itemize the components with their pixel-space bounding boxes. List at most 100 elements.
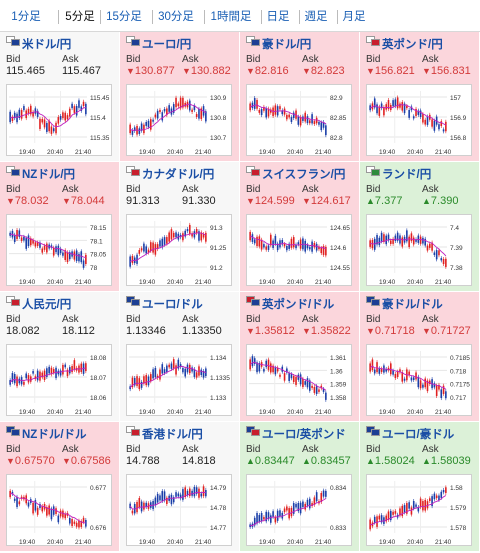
price-chart[interactable]: 157 156.9 156.8 19:40 20:40 21:40 <box>366 84 472 156</box>
candle <box>182 489 184 500</box>
tab-separator <box>100 10 101 24</box>
pair-name[interactable]: カナダドル/円 <box>142 169 215 181</box>
currency-pair-link[interactable]: ユーロ/ドル <box>126 296 238 312</box>
candle <box>265 511 268 522</box>
candle <box>195 372 198 378</box>
tab-1[interactable]: 5分足 <box>65 11 95 23</box>
currency-card[interactable]: ランド/円 Bid Ask ▲7.377 ▲7.390 7.4 7.39 7.38 19:40 2… <box>360 162 480 292</box>
currency-card[interactable]: スイスフラン/円 Bid Ask ▼124.599 ▼124.617 124.65 124.… <box>240 162 360 292</box>
price-chart[interactable]: 115.45 115.4 115.35 19:40 20:40 21:40 <box>6 84 112 156</box>
price-chart[interactable]: 91.3 91.25 91.2 19:40 20:40 21:40 <box>126 214 232 286</box>
currency-pair-link[interactable]: 英ポンド/ドル <box>246 296 358 312</box>
currency-card[interactable]: 米ドル/円 Bid Ask 115.465 115.467 115.45 115.4 115.… <box>0 32 120 162</box>
tab-6[interactable]: 週足 <box>304 11 328 23</box>
candle <box>186 490 189 496</box>
price-chart[interactable]: 124.65 124.6 124.55 19:40 20:40 21:40 <box>246 214 352 286</box>
price-chart-svg: 18.08 18.07 18.06 19:40 20:40 21:40 <box>9 351 107 416</box>
pair-name[interactable]: ユーロ/豪ドル <box>382 429 455 441</box>
bid-value: ▼156.821 <box>366 65 415 77</box>
currency-card[interactable]: NZドル/円 Bid Ask ▼78.032 ▼78.044 78.15 78.1 78.05… <box>0 162 120 292</box>
currency-card[interactable]: 豪ドル/円 Bid Ask ▼82.816 ▼82.823 82.9 82.85 82.8 19… <box>240 32 360 162</box>
pair-name[interactable]: ランド/円 <box>382 169 432 181</box>
ask-label: Ask <box>182 184 199 195</box>
price-chart[interactable]: 7.4 7.39 7.38 19:40 20:40 21:40 <box>366 214 472 286</box>
currency-pair-link[interactable]: 豪ドル/ドル <box>366 296 478 312</box>
pair-name[interactable]: ユーロ/円 <box>142 39 192 51</box>
pair-name[interactable]: 英ポンド/ドル <box>262 299 335 311</box>
flag-icon <box>126 36 140 46</box>
candle <box>186 364 189 373</box>
currency-pair-link[interactable]: カナダドル/円 <box>126 166 238 182</box>
price-chart[interactable]: 1.361 1.36 1.359 1.358 19:40 20:40 21:40 <box>246 344 352 416</box>
ask-price: 156.831 <box>430 65 471 77</box>
currency-pair-link[interactable]: ユーロ/英ポンド <box>246 426 358 442</box>
candle <box>306 499 309 506</box>
pair-name[interactable]: 人民元/円 <box>22 299 72 311</box>
y-tick-label: 14.77 <box>210 525 227 532</box>
currency-pair-link[interactable]: 豪ドル/円 <box>246 36 358 52</box>
tab-7[interactable]: 月足 <box>342 11 366 23</box>
currency-pair-link[interactable]: スイスフラン/円 <box>246 166 358 182</box>
x-tick-label: 19:40 <box>379 409 396 416</box>
currency-card[interactable]: 豪ドル/ドル Bid Ask ▼0.71718 ▼0.71727 0.7185 0.718 0… <box>360 292 480 422</box>
pair-name[interactable]: 豪ドル/ドル <box>382 299 443 311</box>
tab-0[interactable]: 1分足 <box>11 11 41 23</box>
currency-pair-link[interactable]: NZドル/ドル <box>6 426 118 442</box>
pair-name[interactable]: 米ドル/円 <box>22 39 72 51</box>
price-chart[interactable]: 82.9 82.85 82.8 19:40 20:40 21:40 <box>246 84 352 156</box>
candle <box>198 108 200 119</box>
currency-card[interactable]: ユーロ/英ポンド Bid Ask ▲0.83447 ▲0.83457 0.834 0.833… <box>240 422 360 552</box>
candle <box>274 517 277 523</box>
price-chart[interactable]: 78.15 78.1 78.05 78 19:40 20:40 21:40 <box>6 214 112 286</box>
currency-card[interactable]: 英ポンド/円 Bid Ask ▼156.821 ▼156.831 157 156.9 156.… <box>360 32 480 162</box>
price-chart[interactable]: 130.9 130.8 130.7 19:40 20:40 21:40 <box>126 84 232 156</box>
tab-3[interactable]: 30分足 <box>158 11 194 23</box>
price-chart[interactable]: 0.834 0.833 19:40 20:40 21:40 <box>246 474 352 546</box>
tab-2[interactable]: 15分足 <box>106 11 142 23</box>
candle <box>147 249 150 253</box>
candle <box>11 491 14 495</box>
currency-card[interactable]: NZドル/ドル Bid Ask ▼0.67570 ▼0.67586 0.677 0.676 1… <box>0 422 120 552</box>
pair-name[interactable]: NZドル/ドル <box>22 429 87 441</box>
currency-pair-link[interactable]: 香港ドル/円 <box>126 426 238 442</box>
pair-name[interactable]: ユーロ/ドル <box>142 299 203 311</box>
candle <box>313 497 316 505</box>
price-chart[interactable]: 0.677 0.676 19:40 20:40 21:40 <box>6 474 112 546</box>
candle <box>313 242 316 248</box>
currency-card[interactable]: 英ポンド/ドル Bid Ask ▼1.35812 ▼1.35822 1.361 1.36 1.… <box>240 292 360 422</box>
currency-card[interactable]: ユーロ/円 Bid Ask ▼130.877 ▼130.882 130.9 130.8 130… <box>120 32 240 162</box>
tab-5[interactable]: 日足 <box>266 11 290 23</box>
candle <box>392 370 394 375</box>
currency-card[interactable]: ユーロ/豪ドル Bid Ask ▲1.58024 ▲1.58039 1.58 1.579 1.… <box>360 422 480 552</box>
pair-name[interactable]: 香港ドル/円 <box>142 429 203 441</box>
candle <box>188 488 191 497</box>
price-chart[interactable]: 1.58 1.579 1.578 19:40 20:40 21:40 <box>366 474 472 546</box>
candle <box>62 510 64 518</box>
candle <box>68 252 71 260</box>
pair-name[interactable]: 豪ドル/円 <box>262 39 312 51</box>
price-chart[interactable]: 14.79 14.78 14.77 19:40 20:40 21:40 <box>126 474 232 546</box>
currency-pair-link[interactable]: 米ドル/円 <box>6 36 118 52</box>
pair-name[interactable]: ユーロ/英ポンド <box>262 429 346 441</box>
x-tick-label: 20:40 <box>47 409 64 416</box>
tab-4[interactable]: 1時間足 <box>210 11 252 23</box>
currency-pair-link[interactable]: 英ポンド/円 <box>366 36 478 52</box>
price-chart[interactable]: 1.134 1.1335 1.133 19:40 20:40 21:40 <box>126 344 232 416</box>
currency-pair-link[interactable]: ユーロ/円 <box>126 36 238 52</box>
price-chart-svg: 115.45 115.4 115.35 19:40 20:40 21:40 <box>9 91 110 156</box>
currency-card[interactable]: カナダドル/円 Bid Ask 91.313 91.330 91.3 91.25 91.2 19… <box>120 162 240 292</box>
currency-card[interactable]: ユーロ/ドル Bid Ask 1.13346 1.13350 1.134 1.1335 1.1… <box>120 292 240 422</box>
currency-card[interactable]: 人民元/円 Bid Ask 18.082 18.112 18.08 18.07 18.06 19… <box>0 292 120 422</box>
tab-separator <box>152 10 153 24</box>
currency-pair-link[interactable]: 人民元/円 <box>6 296 118 312</box>
currency-card[interactable]: 香港ドル/円 Bid Ask 14.788 14.818 14.79 14.78 14.77 1… <box>120 422 240 552</box>
pair-name[interactable]: NZドル/円 <box>22 169 76 181</box>
currency-pair-link[interactable]: ランド/円 <box>366 166 478 182</box>
candle <box>265 360 268 368</box>
currency-pair-link[interactable]: NZドル/円 <box>6 166 118 182</box>
pair-name[interactable]: スイスフラン/円 <box>262 169 346 181</box>
pair-name[interactable]: 英ポンド/円 <box>382 39 443 51</box>
price-chart[interactable]: 0.7185 0.718 0.7175 0.717 19:40 20:40 21:40 <box>366 344 472 416</box>
price-chart[interactable]: 18.08 18.07 18.06 19:40 20:40 21:40 <box>6 344 112 416</box>
currency-pair-link[interactable]: ユーロ/豪ドル <box>366 426 478 442</box>
